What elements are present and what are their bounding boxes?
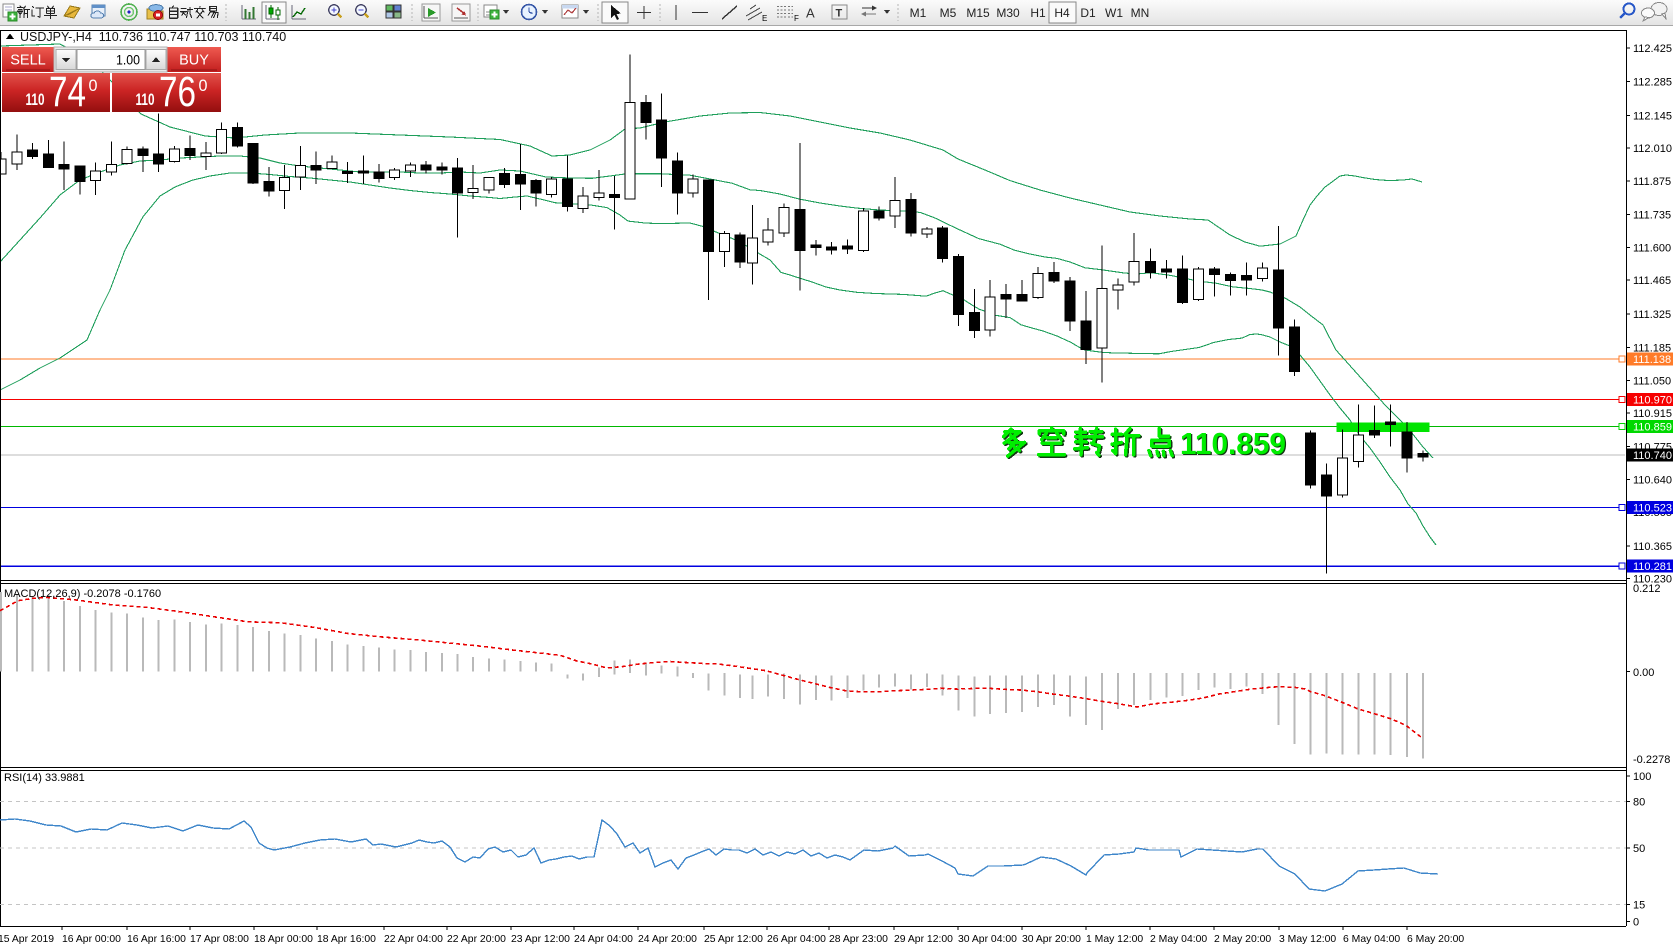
svg-text:110: 110: [26, 91, 45, 109]
svg-text:T: T: [836, 8, 843, 20]
svg-text:H4: H4: [1054, 6, 1070, 20]
svg-text:F: F: [794, 14, 799, 23]
svg-text:111.875: 111.875: [1633, 176, 1671, 188]
svg-text:3 May 12:00: 3 May 12:00: [1279, 934, 1336, 945]
svg-text:30 Apr 20:00: 30 Apr 20:00: [1022, 934, 1081, 945]
svg-text:110.281: 110.281: [1633, 561, 1672, 573]
svg-text:A: A: [806, 6, 815, 21]
svg-text:H1: H1: [1030, 6, 1046, 20]
svg-text:1.00: 1.00: [116, 53, 140, 68]
svg-text:M15: M15: [966, 6, 990, 20]
svg-text:24 Apr 20:00: 24 Apr 20:00: [638, 934, 697, 945]
svg-text:110.365: 110.365: [1633, 541, 1672, 553]
svg-text:MACD(12,26,9) -0.2078 -0.1760: MACD(12,26,9) -0.2078 -0.1760: [4, 588, 161, 600]
svg-text:SELL: SELL: [10, 53, 45, 69]
svg-text:24 Apr 04:00: 24 Apr 04:00: [574, 934, 633, 945]
svg-text:112.425: 112.425: [1633, 43, 1672, 55]
svg-text:6 May 20:00: 6 May 20:00: [1407, 934, 1464, 945]
svg-text:16 Apr 16:00: 16 Apr 16:00: [127, 934, 186, 945]
svg-text:0.212: 0.212: [1633, 583, 1661, 595]
svg-text:111.138: 111.138: [1633, 354, 1671, 366]
svg-text:BUY: BUY: [179, 53, 209, 69]
svg-text:M30: M30: [996, 6, 1020, 20]
svg-text:18 Apr 00:00: 18 Apr 00:00: [254, 934, 313, 945]
svg-text:112.285: 112.285: [1633, 77, 1672, 89]
svg-text:22 Apr 04:00: 22 Apr 04:00: [384, 934, 443, 945]
svg-text:E: E: [762, 14, 767, 23]
svg-text:25 Apr 12:00: 25 Apr 12:00: [704, 934, 763, 945]
svg-text:110.523: 110.523: [1633, 503, 1672, 515]
svg-text:D1: D1: [1080, 6, 1096, 20]
svg-text:110: 110: [136, 91, 155, 109]
svg-text:112.010: 112.010: [1633, 143, 1672, 155]
svg-text:76: 76: [159, 68, 196, 116]
svg-text:111.050: 111.050: [1633, 375, 1671, 387]
svg-text:M5: M5: [940, 6, 957, 20]
svg-text:110.915: 110.915: [1633, 408, 1672, 420]
svg-text:110.859: 110.859: [1181, 427, 1287, 462]
svg-text:16 Apr 00:00: 16 Apr 00:00: [62, 934, 121, 945]
svg-text:111.735: 111.735: [1633, 210, 1671, 222]
svg-text:100: 100: [1633, 771, 1651, 783]
svg-text:80: 80: [1633, 796, 1645, 808]
svg-text:RSI(14) 33.9881: RSI(14) 33.9881: [4, 772, 85, 784]
svg-text:0: 0: [89, 76, 98, 95]
svg-text:22 Apr 20:00: 22 Apr 20:00: [447, 934, 506, 945]
svg-text:0.00: 0.00: [1633, 667, 1654, 679]
svg-text:111.600: 111.600: [1633, 242, 1671, 254]
svg-text:23 Apr 12:00: 23 Apr 12:00: [511, 934, 570, 945]
svg-text:15: 15: [1633, 899, 1645, 911]
svg-text:2 May 04:00: 2 May 04:00: [1150, 934, 1207, 945]
svg-text:110.859: 110.859: [1633, 421, 1672, 433]
svg-text:1 May 12:00: 1 May 12:00: [1086, 934, 1143, 945]
svg-text:110.640: 110.640: [1633, 474, 1672, 486]
svg-text:26 Apr 04:00: 26 Apr 04:00: [767, 934, 826, 945]
svg-text:-0.2278: -0.2278: [1633, 754, 1670, 766]
svg-text:M1: M1: [910, 6, 927, 20]
svg-text:15 Apr 2019: 15 Apr 2019: [0, 934, 54, 945]
svg-text:18 Apr 16:00: 18 Apr 16:00: [317, 934, 376, 945]
svg-text:6 May 04:00: 6 May 04:00: [1343, 934, 1400, 945]
svg-text:29 Apr 12:00: 29 Apr 12:00: [894, 934, 953, 945]
svg-text:28 Apr 23:00: 28 Apr 23:00: [829, 934, 888, 945]
svg-text:111.325: 111.325: [1633, 309, 1671, 321]
svg-text:50: 50: [1633, 843, 1645, 855]
svg-text:110.859: 110.859: [1180, 426, 1286, 461]
svg-text:110.230: 110.230: [1633, 573, 1672, 585]
svg-text:111.185: 111.185: [1633, 343, 1671, 355]
svg-text:110.740: 110.740: [1633, 450, 1672, 462]
svg-text:MN: MN: [1131, 6, 1150, 20]
svg-text:2 May 20:00: 2 May 20:00: [1214, 934, 1271, 945]
svg-text:111.465: 111.465: [1633, 275, 1671, 287]
svg-text:30 Apr 04:00: 30 Apr 04:00: [958, 934, 1017, 945]
svg-text:W1: W1: [1105, 6, 1123, 20]
svg-text:17 Apr 08:00: 17 Apr 08:00: [190, 934, 249, 945]
svg-text:0: 0: [199, 76, 208, 95]
svg-text:74: 74: [49, 68, 86, 116]
svg-text:USDJPY-,H4 110.736 110.747 11: USDJPY-,H4 110.736 110.747 110.703 110.7…: [20, 30, 286, 44]
svg-text:0: 0: [1633, 916, 1639, 928]
svg-text:112.145: 112.145: [1633, 111, 1672, 123]
svg-text:110.970: 110.970: [1633, 395, 1672, 407]
